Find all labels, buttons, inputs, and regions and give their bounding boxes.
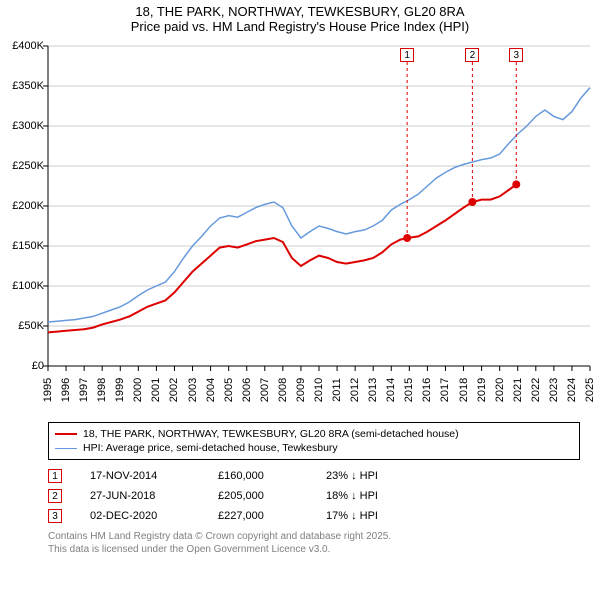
y-tick-label: £150K (0, 240, 44, 252)
license-line-2: This data is licensed under the Open Gov… (48, 543, 580, 556)
x-tick-label: 1999 (114, 375, 126, 405)
sale-marker-1: 1 (400, 48, 414, 62)
legend-label-hpi: HPI: Average price, semi-detached house,… (83, 442, 338, 454)
license-line-1: Contains HM Land Registry data © Crown c… (48, 530, 580, 543)
sale-marker-2: 2 (465, 48, 479, 62)
title-line-1: 18, THE PARK, NORTHWAY, TEWKESBURY, GL20… (0, 4, 600, 19)
x-tick-label: 2011 (331, 375, 343, 405)
x-tick-label: 2000 (132, 375, 144, 405)
y-tick-label: £300K (0, 120, 44, 132)
sales-row-price: £205,000 (218, 490, 298, 502)
title-line-2: Price paid vs. HM Land Registry's House … (0, 19, 600, 34)
license-text: Contains HM Land Registry data © Crown c… (48, 530, 580, 556)
sales-row: 3 02-DEC-2020 £227,000 17% ↓ HPI (48, 506, 580, 526)
sales-row-diff: 23% ↓ HPI (326, 470, 378, 482)
x-tick-label: 2015 (403, 375, 415, 405)
sales-row-date: 27-JUN-2018 (90, 490, 190, 502)
x-tick-label: 1995 (42, 375, 54, 405)
x-tick-label: 2023 (548, 375, 560, 405)
sales-row-price: £160,000 (218, 470, 298, 482)
legend-box: 18, THE PARK, NORTHWAY, TEWKESBURY, GL20… (48, 422, 580, 460)
sale-marker-3: 3 (509, 48, 523, 62)
legend-swatch-price-paid (55, 433, 77, 435)
x-tick-label: 2001 (150, 375, 162, 405)
x-tick-label: 1996 (60, 375, 72, 405)
y-tick-label: £400K (0, 40, 44, 52)
x-tick-label: 2021 (512, 375, 524, 405)
sales-row-diff: 18% ↓ HPI (326, 490, 378, 502)
chart-svg (0, 36, 600, 416)
y-tick-label: £350K (0, 80, 44, 92)
y-tick-label: £50K (0, 320, 44, 332)
x-tick-label: 2020 (494, 375, 506, 405)
x-tick-label: 1997 (78, 375, 90, 405)
x-tick-label: 2017 (439, 375, 451, 405)
sales-row-diff: 17% ↓ HPI (326, 510, 378, 522)
sales-row: 1 17-NOV-2014 £160,000 23% ↓ HPI (48, 466, 580, 486)
x-tick-label: 2005 (223, 375, 235, 405)
x-tick-label: 2025 (584, 375, 596, 405)
x-tick-label: 2002 (168, 375, 180, 405)
y-tick-label: £100K (0, 280, 44, 292)
sales-row-marker: 1 (48, 469, 62, 483)
x-tick-label: 2006 (241, 375, 253, 405)
legend-label-price-paid: 18, THE PARK, NORTHWAY, TEWKESBURY, GL20… (83, 428, 459, 440)
x-tick-label: 2004 (205, 375, 217, 405)
legend-swatch-hpi (55, 448, 77, 449)
sales-row: 2 27-JUN-2018 £205,000 18% ↓ HPI (48, 486, 580, 506)
sales-row-marker: 2 (48, 489, 62, 503)
sales-row-date: 02-DEC-2020 (90, 510, 190, 522)
sales-row-price: £227,000 (218, 510, 298, 522)
x-tick-label: 2016 (421, 375, 433, 405)
x-tick-label: 1998 (96, 375, 108, 405)
x-tick-label: 2014 (385, 375, 397, 405)
x-tick-label: 2008 (277, 375, 289, 405)
x-tick-label: 2013 (367, 375, 379, 405)
x-tick-label: 2018 (458, 375, 470, 405)
y-tick-label: £0 (0, 360, 44, 372)
chart-container: 18, THE PARK, NORTHWAY, TEWKESBURY, GL20… (0, 0, 600, 556)
x-tick-label: 2019 (476, 375, 488, 405)
legend-row-hpi: HPI: Average price, semi-detached house,… (55, 441, 573, 455)
x-tick-label: 2007 (259, 375, 271, 405)
x-tick-label: 2024 (566, 375, 578, 405)
x-tick-label: 2003 (187, 375, 199, 405)
title-block: 18, THE PARK, NORTHWAY, TEWKESBURY, GL20… (0, 0, 600, 36)
chart-area: £0 £50K £100K £150K £200K £250K £300K £350K £400… (0, 36, 600, 416)
legend-row-price-paid: 18, THE PARK, NORTHWAY, TEWKESBURY, GL20… (55, 427, 573, 441)
x-tick-label: 2009 (295, 375, 307, 405)
y-tick-label: £200K (0, 200, 44, 212)
x-tick-label: 2012 (349, 375, 361, 405)
x-tick-label: 2010 (313, 375, 325, 405)
sales-table: 1 17-NOV-2014 £160,000 23% ↓ HPI 2 27-JUN-201… (48, 466, 580, 526)
x-tick-label: 2022 (530, 375, 542, 405)
sales-row-date: 17-NOV-2014 (90, 470, 190, 482)
y-tick-label: £250K (0, 160, 44, 172)
sales-row-marker: 3 (48, 509, 62, 523)
